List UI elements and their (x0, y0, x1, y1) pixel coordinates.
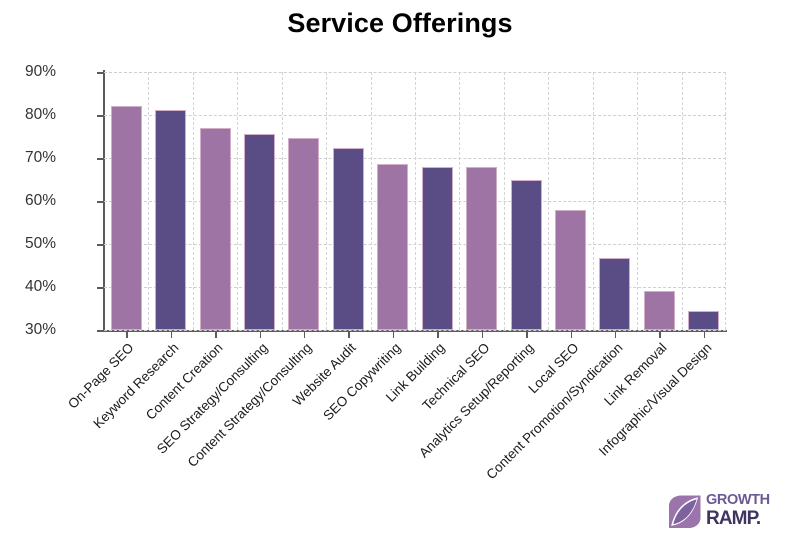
logo-word-ramp: RAMP. (706, 507, 761, 529)
gridline-vertical (237, 72, 239, 330)
logo-wordmark: GROWTH RAMP. (706, 493, 778, 528)
gridline-vertical (503, 72, 505, 330)
gridline-vertical (548, 72, 550, 330)
y-axis-tick-label: 80% (24, 106, 56, 123)
y-axis-tick-label: 40% (24, 278, 56, 295)
y-axis-tick-mark (97, 244, 104, 246)
growth-ramp-leaf-icon (666, 494, 704, 532)
bar (643, 291, 675, 330)
gridline-vertical (725, 72, 726, 330)
bar (377, 164, 409, 330)
y-axis-tick-label: 70% (24, 149, 56, 166)
gridline-vertical (681, 72, 683, 330)
x-axis-tick-mark (259, 331, 261, 338)
bar (554, 209, 587, 330)
y-axis-tick-label: 50% (24, 235, 56, 252)
x-axis-tick-mark (481, 331, 484, 338)
y-axis-tick-mark (97, 287, 104, 289)
x-axis-tick-mark (614, 331, 617, 338)
gridline-vertical (281, 72, 283, 330)
gridline-vertical (637, 72, 639, 330)
bar (110, 105, 142, 330)
x-axis-tick-mark (170, 331, 173, 338)
y-axis-tick-mark (97, 201, 104, 203)
gridline-vertical (192, 72, 194, 330)
bar (599, 258, 631, 330)
bar (510, 179, 542, 330)
x-axis-tick-mark (659, 331, 661, 338)
page-title: Service Offerings (287, 8, 513, 38)
bar (199, 128, 231, 330)
x-axis-tick-mark (392, 331, 395, 338)
y-axis-tick-mark (97, 72, 104, 74)
x-axis-tick-mark (126, 331, 128, 338)
gridline-vertical (370, 72, 372, 330)
bar (155, 109, 187, 330)
y-axis-tick-mark (97, 158, 104, 160)
y-axis-tick-label: 60% (24, 192, 56, 209)
bar (243, 133, 276, 330)
gridline-vertical (148, 72, 150, 330)
bar (332, 147, 364, 330)
y-axis-tick-mark (97, 115, 104, 117)
x-axis-tick-mark (215, 331, 217, 338)
gridline-vertical (459, 72, 461, 330)
y-axis-tick-label: 90% (24, 63, 56, 80)
gridline-vertical (592, 72, 594, 330)
x-axis-tick-mark (437, 331, 439, 338)
brand-logo: GROWTH RAMP. (666, 490, 778, 536)
bar (688, 311, 720, 330)
gridline-vertical (415, 72, 416, 330)
x-axis-tick-mark (303, 331, 306, 338)
plot-area (104, 72, 726, 331)
y-axis-tick-mark (97, 330, 104, 332)
bar (466, 167, 498, 330)
gridline-vertical (326, 72, 328, 330)
bar (288, 138, 320, 330)
bar (421, 167, 453, 330)
x-axis-tick-mark (348, 331, 350, 338)
x-axis-tick-mark (703, 331, 706, 338)
y-axis-tick-label: 30% (24, 321, 56, 338)
logo-word-growth: GROWTH (706, 492, 770, 508)
gridline-horizontal (104, 330, 726, 331)
x-axis-tick-mark (526, 331, 528, 338)
x-axis-tick-mark (570, 331, 572, 338)
